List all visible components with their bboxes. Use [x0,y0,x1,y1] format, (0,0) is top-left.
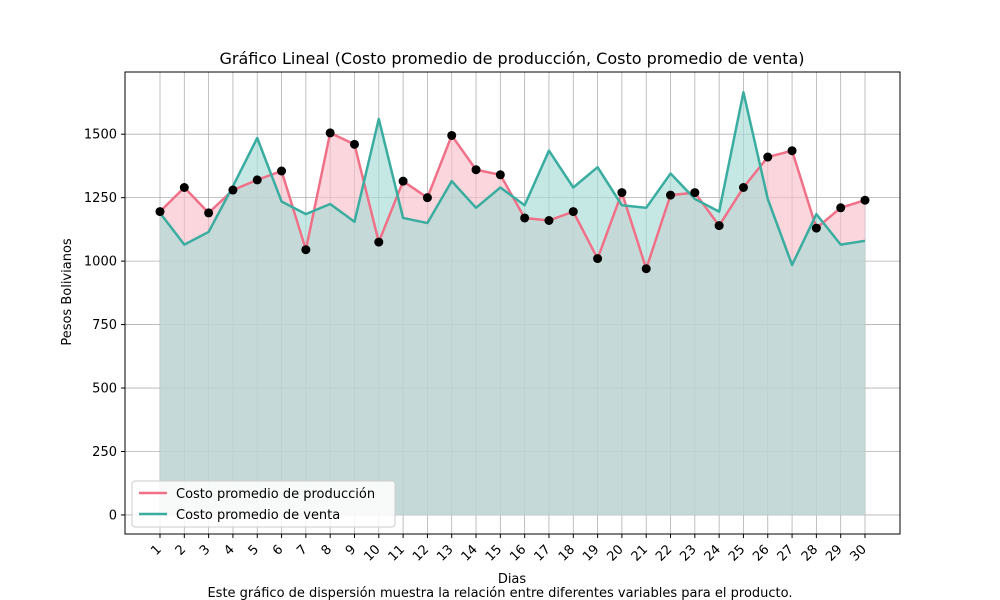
legend-label-produccion: Costo promedio de producción [176,487,375,502]
x-tick-label-23: 23 [677,542,699,564]
x-tick-label-11: 11 [386,542,408,564]
data-point-21 [641,264,651,274]
x-tick-label-26: 26 [750,542,772,564]
x-tick-label-18: 18 [556,542,578,564]
data-point-15 [495,170,505,180]
legend-label-venta: Costo promedio de venta [176,508,340,523]
data-markers [155,128,870,274]
y-tick-label-250: 250 [92,445,117,460]
x-tick-label-29: 29 [823,542,845,564]
data-point-4 [228,185,238,195]
x-tick-label-8: 8 [319,542,335,558]
data-point-27 [787,146,797,156]
x-tick-label-9: 9 [343,542,359,558]
x-tick-label-6: 6 [270,542,286,558]
x-axis-label: Dias [498,572,527,587]
x-tick-label-12: 12 [410,542,432,564]
data-point-18 [568,207,578,217]
data-point-1 [155,207,165,217]
y-tick-label-500: 500 [92,382,117,397]
data-point-14 [471,165,481,175]
legend: Costo promedio de producción Costo prome… [131,480,396,528]
data-point-9 [349,139,359,149]
data-point-22 [666,190,676,200]
data-point-19 [593,254,603,264]
x-tick-label-5: 5 [246,542,262,558]
data-point-24 [714,221,724,231]
x-axis-ticks: 1 2 3 4 5 6 7 8 9 10 11 12 13 14 15 16 17 18 19 20 21 22 23 24 2… [148,534,870,565]
y-tick-label-1500: 1500 [84,128,117,143]
data-point-17 [544,216,554,225]
x-tick-label-24: 24 [702,542,724,564]
x-tick-label-20: 20 [604,542,626,564]
x-tick-label-7: 7 [294,542,310,558]
data-point-30 [860,195,870,205]
series-line-1 [159,91,866,267]
x-tick-label-15: 15 [483,542,505,564]
data-point-2 [179,183,189,192]
plot-frame [124,71,901,535]
data-point-29 [836,203,846,213]
x-tick-label-13: 13 [434,542,456,564]
data-point-16 [520,213,530,223]
x-tick-label-3: 3 [197,542,213,558]
x-tick-label-27: 27 [775,542,797,564]
x-tick-label-19: 19 [580,542,602,564]
x-tick-label-22: 22 [653,542,675,564]
x-tick-label-30: 30 [848,542,870,564]
data-point-11 [398,176,408,186]
data-point-26 [763,152,773,162]
data-point-8 [325,128,335,138]
data-point-23 [690,188,700,198]
x-tick-label-25: 25 [726,542,748,564]
data-point-20 [617,188,627,198]
y-axis-ticks: 0 250 500 750 1000 1250 1500 [84,128,125,523]
data-point-7 [301,245,311,255]
x-tick-label-21: 21 [629,542,651,564]
area-fill-series-1 [160,92,865,515]
x-tick-label-14: 14 [459,542,481,564]
x-tick-label-17: 17 [531,542,553,564]
x-tick-label-2: 2 [173,542,189,558]
data-point-5 [252,175,262,185]
chart-title: Gráfico Lineal (Costo promedio de produc… [219,49,804,68]
data-point-3 [204,208,214,218]
y-tick-label-750: 750 [92,318,117,333]
legend-box [131,480,396,528]
data-point-25 [738,183,748,192]
x-tick-label-10: 10 [361,542,383,564]
y-axis-label: Pesos Bolivianos [60,238,75,346]
x-tick-label-1: 1 [148,542,164,558]
y-tick-label-1250: 1250 [84,191,117,206]
y-tick-label-0: 0 [109,508,117,523]
y-tick-label-1000: 1000 [84,255,117,270]
chart-caption: Este gráfico de dispersión muestra la re… [207,586,792,600]
data-point-28 [811,223,821,233]
x-tick-label-28: 28 [799,542,821,564]
x-tick-label-16: 16 [507,542,529,564]
data-point-6 [277,166,287,176]
data-point-13 [447,130,457,140]
x-tick-label-4: 4 [221,542,237,558]
area-fills [160,92,865,515]
data-point-10 [374,237,384,247]
data-point-12 [422,193,432,203]
